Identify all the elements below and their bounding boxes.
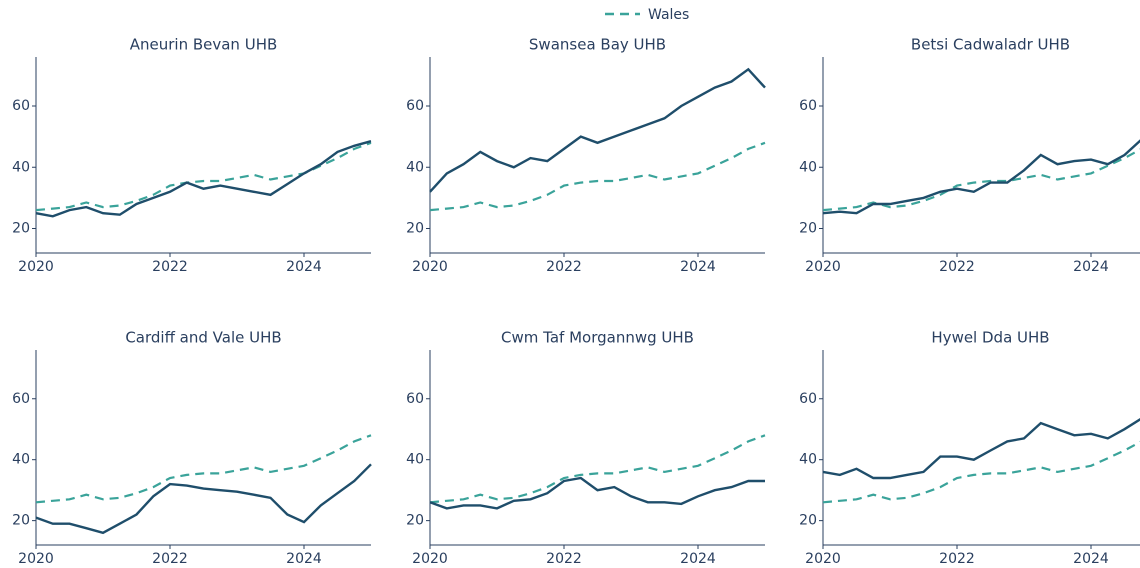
y-tick-label: 20 (406, 221, 424, 237)
x-tick-label: 2022 (546, 259, 582, 275)
region-line (35, 140, 372, 218)
x-tick-label: 2024 (680, 259, 716, 275)
y-tick-label: 20 (799, 513, 817, 529)
y-tick-label: 40 (12, 159, 30, 175)
y-tick-label: 60 (406, 98, 424, 114)
panel-title: Swansea Bay UHB (529, 36, 666, 54)
x-tick-label: 2020 (805, 551, 841, 567)
region-line (429, 476, 765, 510)
y-tick-label: 20 (406, 513, 424, 529)
y-tick-label: 60 (12, 391, 30, 407)
y-tick-label: 60 (799, 391, 817, 407)
x-tick-label: 2024 (1073, 551, 1109, 567)
y-tick-label: 60 (799, 98, 817, 114)
x-tick-label: 2022 (939, 259, 975, 275)
reference-line (429, 141, 766, 212)
x-tick-label: 2024 (286, 259, 322, 275)
x-tick-label: 2020 (18, 259, 54, 275)
reference-line (822, 440, 1140, 504)
reference-line (35, 141, 372, 212)
region-line (822, 139, 1140, 215)
y-tick-label: 20 (12, 221, 30, 237)
region-line (429, 67, 766, 193)
x-tick-label: 2020 (412, 259, 448, 275)
x-tick-label: 2022 (152, 551, 188, 567)
x-tick-label: 2022 (546, 551, 582, 567)
region-line (822, 418, 1140, 480)
panel-title: Aneurin Bevan UHB (130, 36, 278, 54)
panel-title: Cardiff and Vale UHB (125, 329, 281, 347)
x-tick-label: 2022 (939, 551, 975, 567)
x-tick-label: 2020 (18, 551, 54, 567)
y-tick-label: 20 (12, 513, 30, 529)
reference-line (429, 434, 766, 504)
x-tick-label: 2020 (805, 259, 841, 275)
y-tick-label: 60 (406, 391, 424, 407)
x-tick-label: 2024 (286, 551, 322, 567)
reference-line (822, 148, 1140, 212)
y-tick-label: 60 (12, 98, 30, 114)
y-tick-label: 20 (799, 221, 817, 237)
legend-label: Wales (648, 7, 689, 23)
x-tick-label: 2020 (412, 551, 448, 567)
x-tick-label: 2022 (152, 259, 188, 275)
region-line (35, 463, 372, 535)
y-tick-label: 40 (12, 452, 30, 468)
y-tick-label: 40 (799, 452, 817, 468)
panel-title: Cwm Taf Morgannwg UHB (501, 329, 694, 347)
reference-line (35, 434, 372, 504)
y-tick-label: 40 (799, 159, 817, 175)
panel-title: Hywel Dda UHB (931, 329, 1049, 347)
panel-title: Betsi Cadwaladr UHB (911, 36, 1070, 54)
y-tick-label: 40 (406, 452, 424, 468)
y-tick-label: 40 (406, 159, 424, 175)
x-tick-label: 2024 (680, 551, 716, 567)
x-tick-label: 2024 (1073, 259, 1109, 275)
